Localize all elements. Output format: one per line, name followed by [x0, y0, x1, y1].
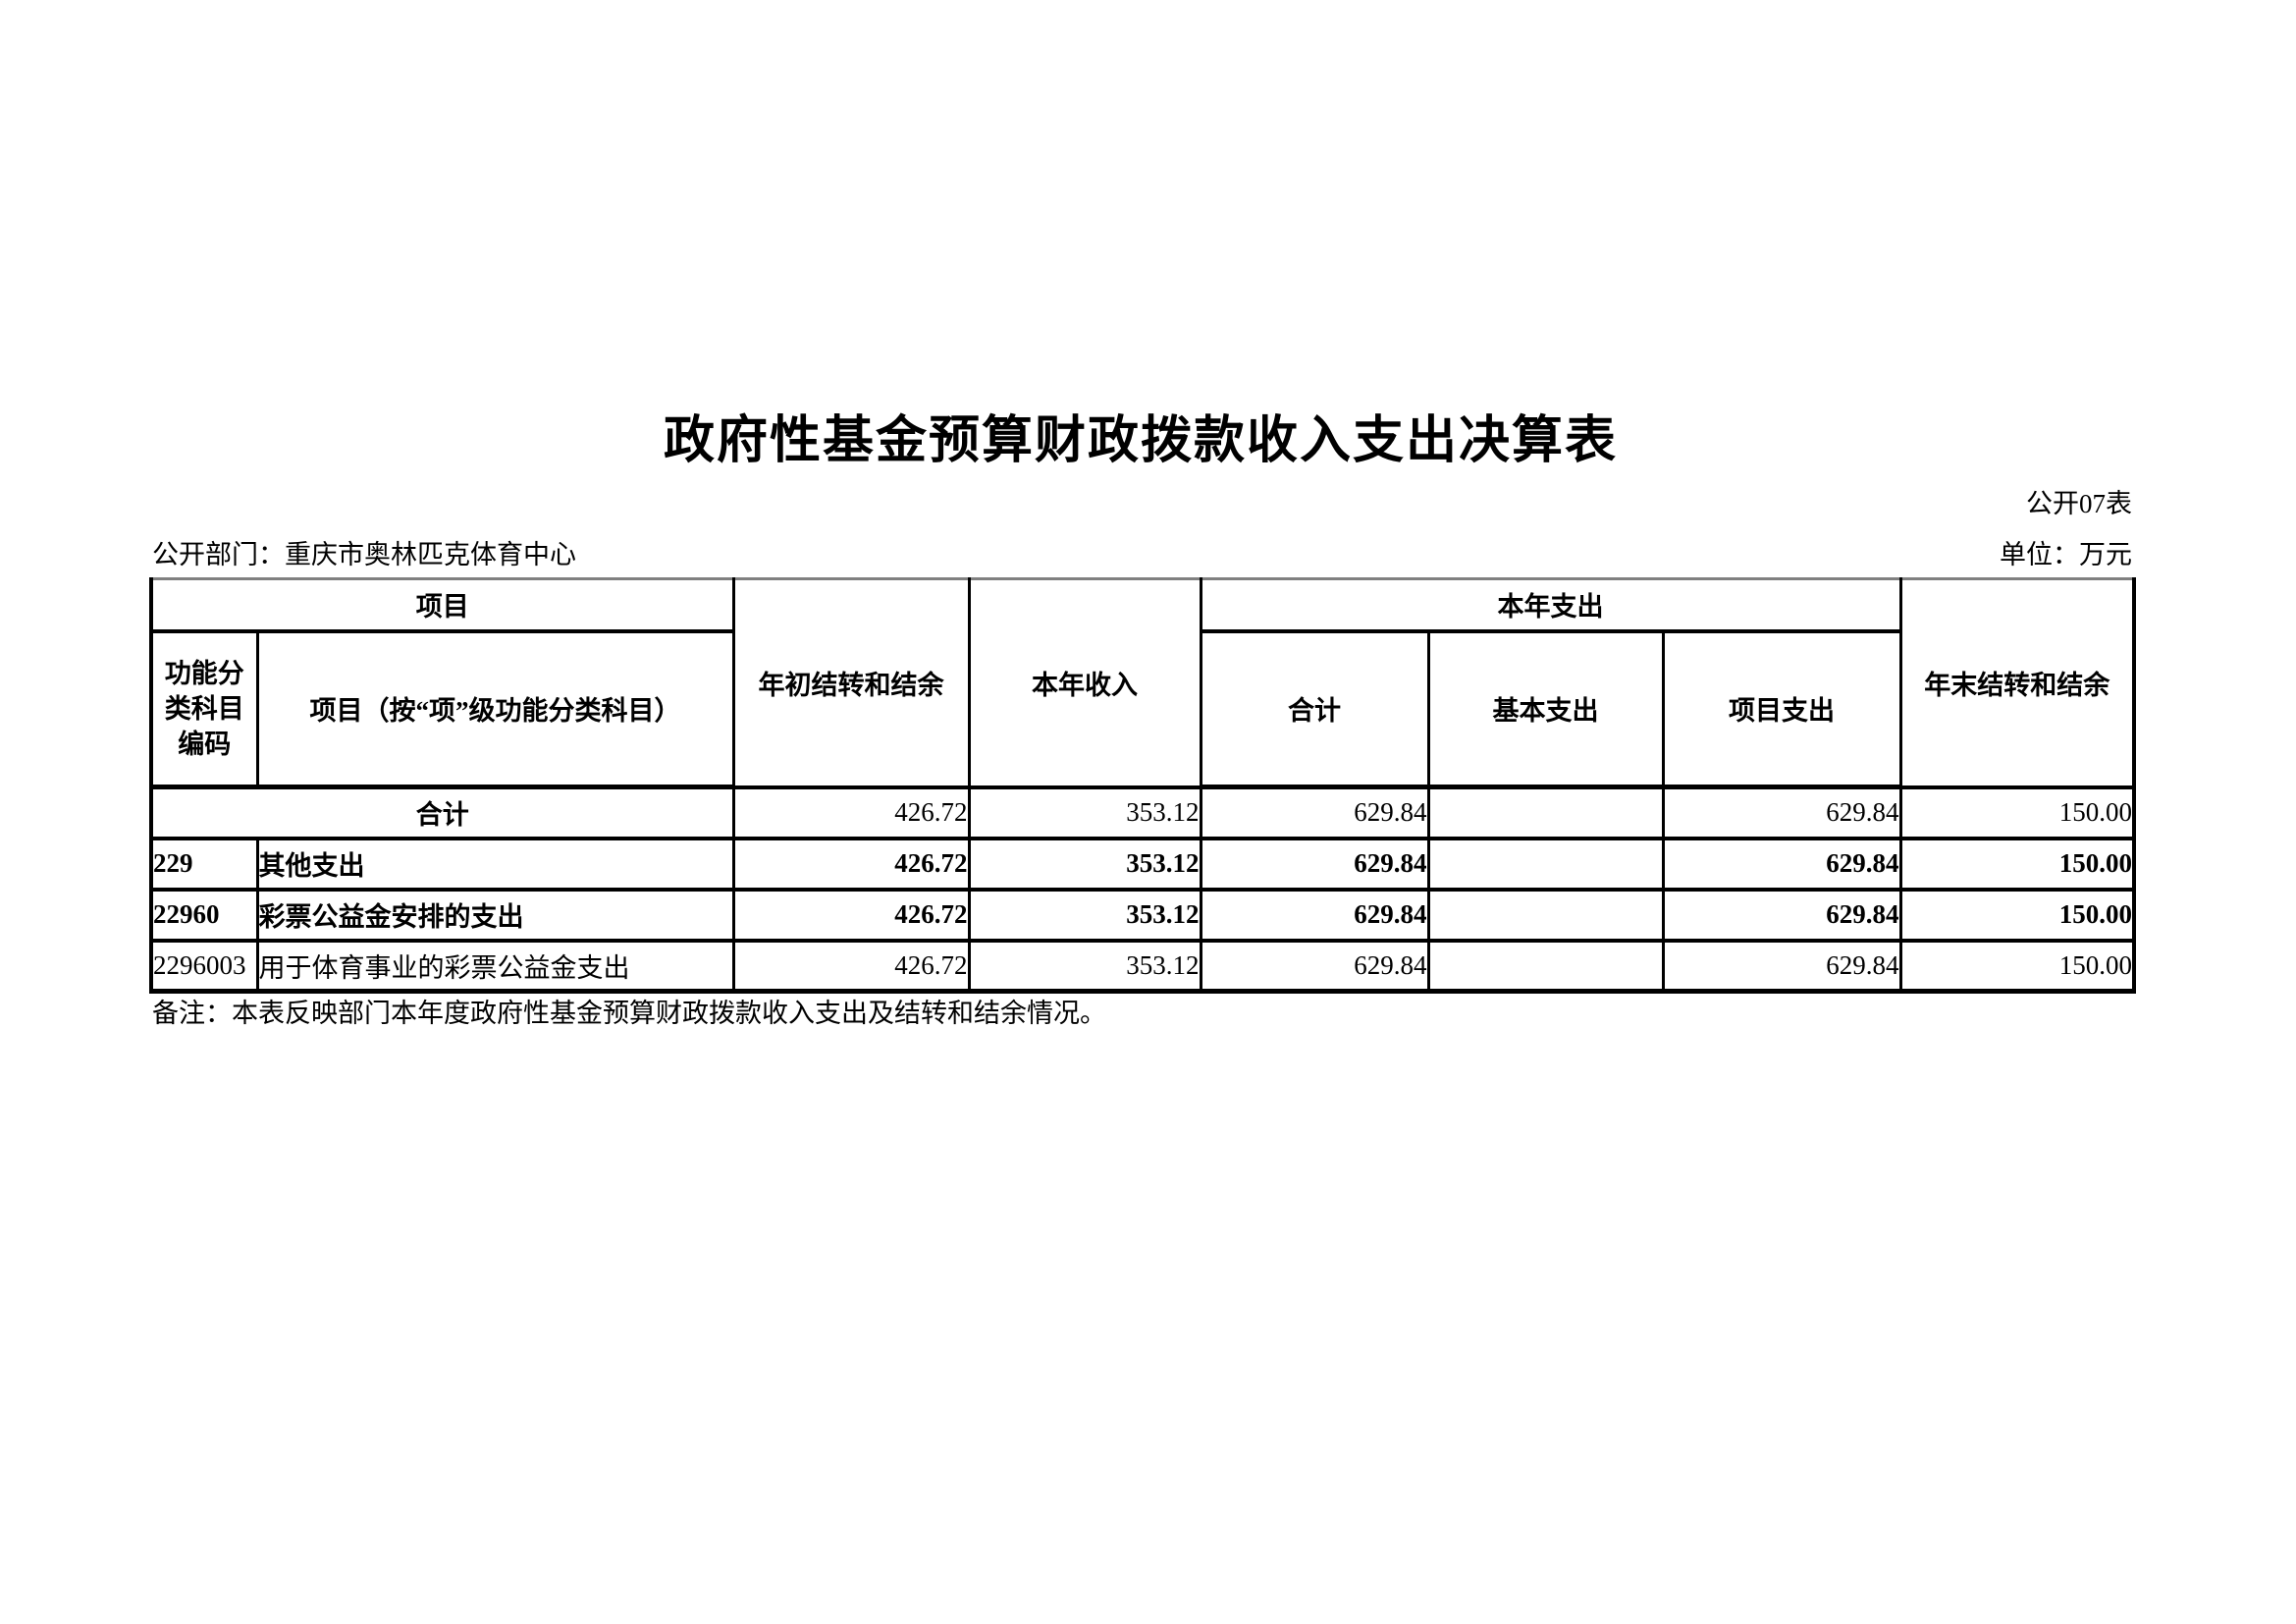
value-current-income: 353.12	[967, 836, 1202, 892]
col-header-current-income: 本年收入	[967, 577, 1202, 789]
col-header-item: 项目（按“项”级功能分类科目）	[255, 629, 735, 789]
row-name: 用于体育事业的彩票公益金支出	[255, 938, 735, 994]
value-expenditure-total: 629.84	[1199, 938, 1430, 994]
row-code: 22960	[149, 887, 259, 943]
col-header-function-code: 功能分 类科目 编码	[149, 629, 259, 789]
col-header-basic-expenditure: 基本支出	[1426, 629, 1665, 789]
value-expenditure-total: 629.84	[1199, 836, 1430, 892]
col-header-project-group: 项目	[149, 577, 735, 633]
col-header-expenditure-total: 合计	[1199, 629, 1430, 789]
value-current-income: 353.12	[967, 887, 1202, 943]
value-opening-balance: 426.72	[731, 785, 971, 840]
page-title: 政府性基金预算财政拨款收入支出决算表	[663, 412, 1618, 469]
value-project-expenditure: 629.84	[1661, 887, 1902, 943]
value-project-expenditure: 629.84	[1661, 938, 1902, 994]
unit-label: 单位：万元	[2000, 540, 2132, 569]
row-name: 彩票公益金安排的支出	[255, 887, 735, 943]
value-expenditure-total: 629.84	[1199, 887, 1430, 943]
table-row-2296003: 2296003 用于体育事业的彩票公益金支出 426.72 353.12 629…	[149, 938, 2136, 994]
table-row-229: 229 其他支出 426.72 353.12 629.84 629.84 150…	[149, 836, 2136, 892]
value-closing-balance: 150.00	[1898, 938, 2136, 994]
value-closing-balance: 150.00	[1898, 887, 2136, 943]
department-label: 公开部门：重庆市奥林匹克体育中心	[152, 540, 576, 569]
row-code: 229	[149, 836, 259, 892]
value-opening-balance: 426.72	[731, 836, 971, 892]
col-header-closing-balance: 年末结转和结余	[1898, 577, 2136, 789]
row-name: 其他支出	[255, 836, 735, 892]
value-project-expenditure: 629.84	[1661, 836, 1902, 892]
col-header-opening-balance: 年初结转和结余	[731, 577, 971, 789]
value-current-income: 353.12	[967, 785, 1202, 840]
row-label-total: 合计	[149, 785, 735, 840]
header-row-sub: 功能分 类科目 编码 项目（按“项”级功能分类科目） 合计 基本支出 项目支出	[149, 629, 2134, 789]
value-opening-balance: 426.72	[731, 887, 971, 943]
value-basic-expenditure	[1426, 938, 1665, 994]
col-header-project-expenditure: 项目支出	[1661, 629, 1902, 789]
col-header-expenditure-group: 本年支出	[1199, 577, 1902, 633]
value-opening-balance: 426.72	[731, 938, 971, 994]
value-closing-balance: 150.00	[1898, 785, 2136, 840]
value-project-expenditure: 629.84	[1661, 785, 1902, 840]
table-row-22960: 22960 彩票公益金安排的支出 426.72 353.12 629.84 62…	[149, 887, 2136, 943]
value-expenditure-total: 629.84	[1199, 785, 1430, 840]
value-basic-expenditure	[1426, 887, 1665, 943]
row-code: 2296003	[149, 938, 259, 994]
fiscal-report-table: 项目 年初结转和结余 本年收入 本年支出 年末结转和结余 功能分 类科目 编码 …	[149, 577, 2136, 994]
value-basic-expenditure	[1426, 785, 1665, 840]
header-row-top: 项目 年初结转和结余 本年收入 本年支出 年末结转和结余	[149, 577, 2136, 789]
value-basic-expenditure	[1426, 836, 1665, 892]
footnote: 备注：本表反映部门本年度政府性基金预算财政拨款收入支出及结转和结余情况。	[152, 999, 1106, 1028]
value-current-income: 353.12	[967, 938, 1202, 994]
table-number-label: 公开07表	[2026, 489, 2132, 518]
value-closing-balance: 150.00	[1898, 836, 2136, 892]
table-row-total: 合计 426.72 353.12 629.84 629.84 150.00	[149, 785, 2136, 840]
